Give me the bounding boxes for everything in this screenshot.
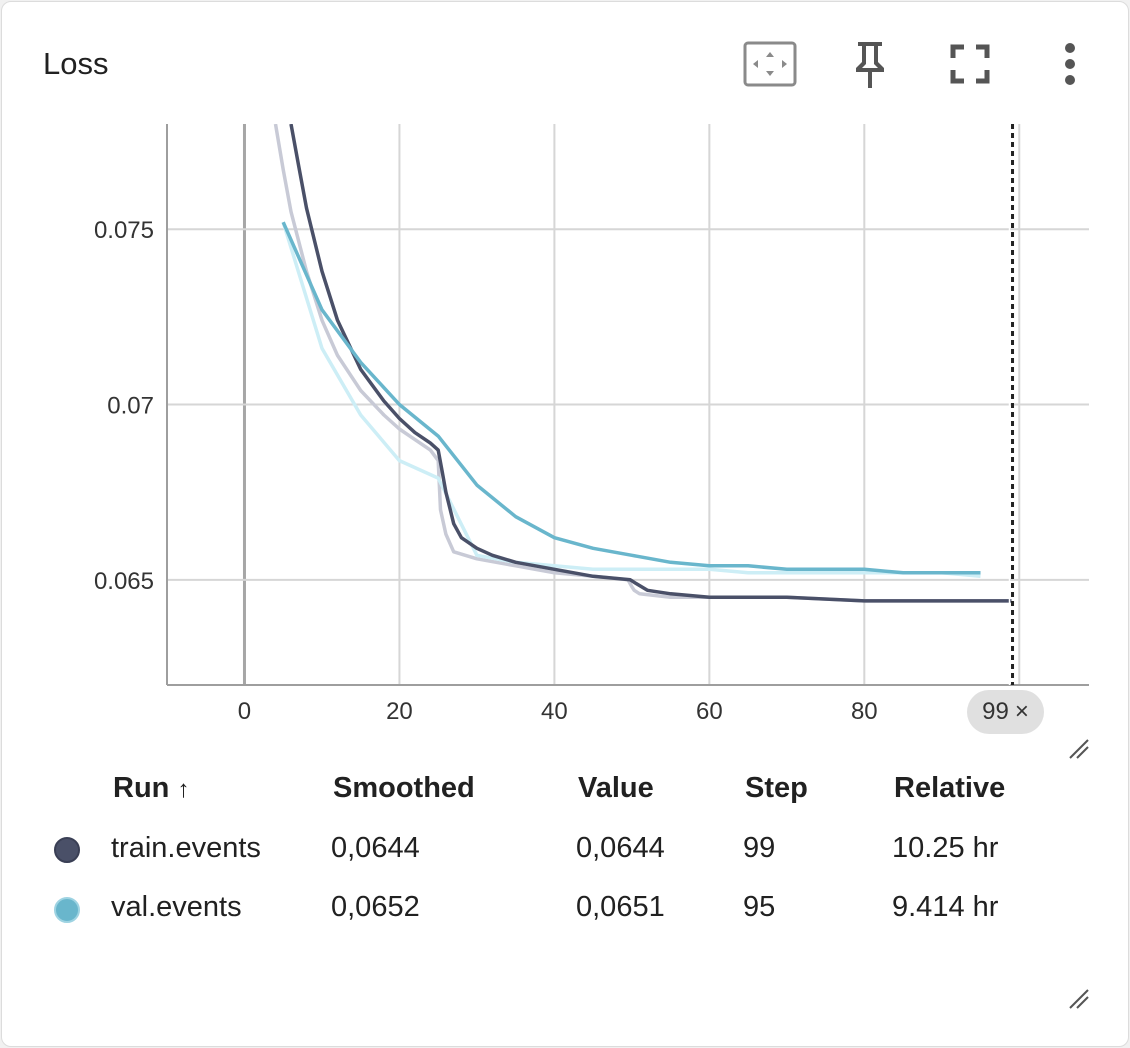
- pin-icon: [856, 42, 884, 88]
- header-run-label: Run: [113, 772, 170, 804]
- cursor-step-chip: 99 ×: [967, 690, 1044, 734]
- card-resize-icon[interactable]: [1068, 988, 1090, 1010]
- cursor-step-label: 99: [982, 698, 1009, 725]
- y-tick-label: 0.075: [94, 217, 154, 244]
- series-line-raw-val-events: [281, 221, 981, 579]
- x-tick-label: 20: [386, 698, 413, 725]
- run-name: train.events: [111, 832, 261, 864]
- fit-domain-button[interactable]: [738, 36, 802, 92]
- header-smoothed[interactable]: Smoothed: [333, 772, 475, 804]
- series-line-val-events: [281, 221, 981, 575]
- x-tick-label: 60: [696, 698, 723, 725]
- card-title: Loss: [43, 46, 109, 81]
- loss-chart[interactable]: 0 20 40 60 80 0.065 0.07 0.075: [2, 2, 1130, 762]
- header-relative[interactable]: Relative: [894, 772, 1006, 804]
- relative-time: 9.414 hr: [892, 891, 999, 923]
- sort-arrow-up-icon: ↑: [177, 776, 190, 803]
- x-tick-label: 40: [541, 698, 568, 725]
- smoothed-value: 0,0652: [331, 891, 420, 923]
- series-line-raw-train-events: [273, 124, 1012, 603]
- header-step[interactable]: Step: [745, 772, 808, 804]
- y-tick-label: 0.07: [107, 393, 154, 420]
- fullscreen-icon: [950, 44, 990, 84]
- step-value: 99: [743, 832, 776, 864]
- relative-time: 10.25 hr: [892, 832, 999, 864]
- y-tick-label: 0.065: [94, 568, 154, 595]
- x-tick-label: 80: [851, 698, 878, 725]
- run-color-swatch: [54, 837, 80, 863]
- run-color-swatch: [54, 897, 80, 923]
- header-run[interactable]: Run ↑: [113, 772, 189, 805]
- header-value[interactable]: Value: [578, 772, 654, 804]
- chart-resize-icon[interactable]: [1068, 738, 1090, 760]
- more-vert-icon: [1065, 43, 1075, 85]
- step-value: 95: [743, 891, 776, 923]
- raw-value: 0,0644: [576, 832, 665, 864]
- x-tick-label: 0: [238, 698, 251, 725]
- more-options-button[interactable]: [1038, 36, 1102, 92]
- run-name: val.events: [111, 891, 242, 923]
- fit-domain-icon: [743, 41, 797, 87]
- smoothed-value: 0,0644: [331, 832, 420, 864]
- close-icon[interactable]: ×: [1014, 698, 1029, 725]
- fullscreen-button[interactable]: [938, 36, 1002, 92]
- raw-value: 0,0651: [576, 891, 665, 923]
- pin-button[interactable]: [838, 36, 902, 92]
